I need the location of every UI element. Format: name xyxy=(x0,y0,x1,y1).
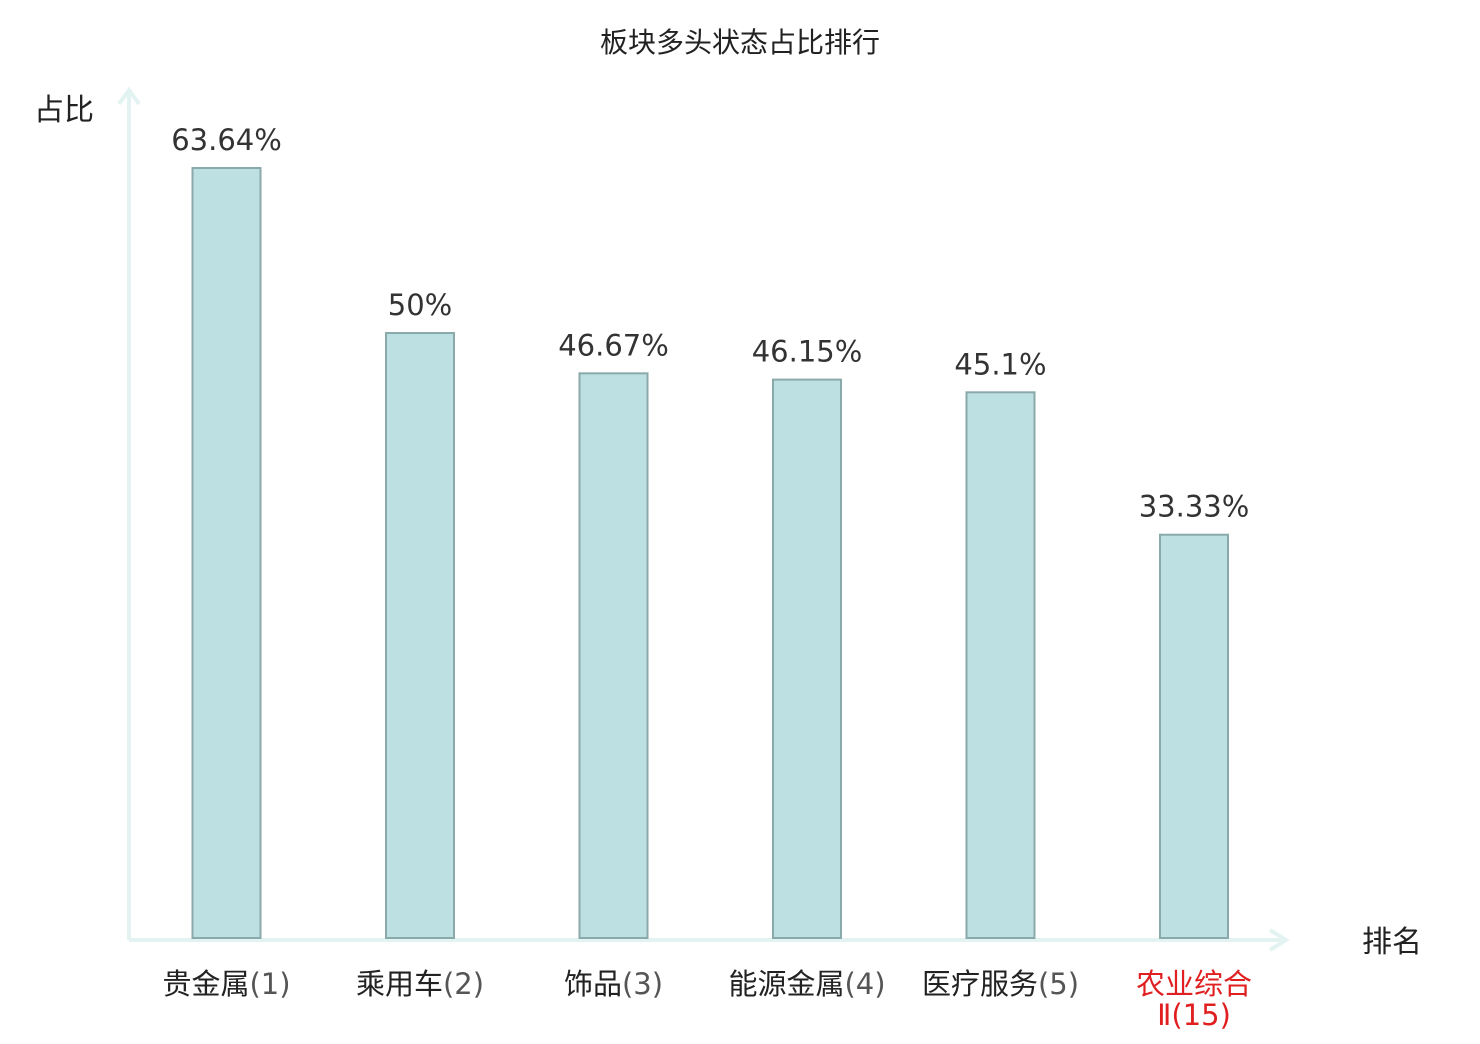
category-label-4: 能源金属(4) xyxy=(728,967,885,1001)
bar-5 xyxy=(965,391,1036,939)
category-name-line2: Ⅱ xyxy=(1157,998,1171,1032)
y-axis-label: 占比 xyxy=(34,93,94,128)
bars-group xyxy=(191,167,1229,940)
category-name: 能源金属 xyxy=(728,967,844,1001)
bar-4 xyxy=(772,378,842,940)
category-rank: (5) xyxy=(1038,967,1079,1001)
bar-6 xyxy=(1159,533,1229,939)
category-label-6-line2: Ⅱ(15) xyxy=(1157,998,1231,1032)
category-name: 乘用车 xyxy=(356,967,443,1001)
chart-title: 板块多头状态占比排行 xyxy=(600,26,880,59)
value-label-5: 45.1% xyxy=(954,347,1046,381)
bar-2 xyxy=(385,332,455,940)
category-name: 医疗服务 xyxy=(922,967,1038,1001)
y-axis-arrow xyxy=(117,86,141,106)
category-rank: (3) xyxy=(622,967,663,1001)
value-label-6: 33.33% xyxy=(1139,490,1250,524)
value-labels-group: 63.64% 50% 46.67% 46.15% 45.1% 33.33% xyxy=(171,123,1249,524)
category-label-5: 医疗服务(5) xyxy=(922,967,1079,1001)
category-label-1: 贵金属(1) xyxy=(162,967,290,1001)
category-rank: (1) xyxy=(249,967,290,1001)
category-label-2: 乘用车(2) xyxy=(356,967,484,1001)
value-label-1: 63.64% xyxy=(171,123,282,157)
x-axis-arrow xyxy=(1268,928,1290,952)
category-rank: (2) xyxy=(443,967,484,1001)
bar-1 xyxy=(191,167,262,939)
category-label-6: 农业综合 xyxy=(1136,967,1252,1001)
axes xyxy=(117,86,1290,952)
category-rank: (15) xyxy=(1171,998,1231,1032)
value-label-4: 46.15% xyxy=(752,335,863,369)
category-name: 贵金属 xyxy=(162,967,249,1001)
value-label-3: 46.67% xyxy=(558,328,669,362)
bar-3 xyxy=(578,372,649,939)
category-name: 饰品 xyxy=(564,967,622,1001)
category-name: 农业综合 xyxy=(1136,967,1252,1001)
category-label-3: 饰品(3) xyxy=(564,967,663,1001)
x-axis-label: 排名 xyxy=(1362,925,1422,960)
value-label-2: 50% xyxy=(388,288,452,322)
category-rank: (4) xyxy=(844,967,885,1001)
